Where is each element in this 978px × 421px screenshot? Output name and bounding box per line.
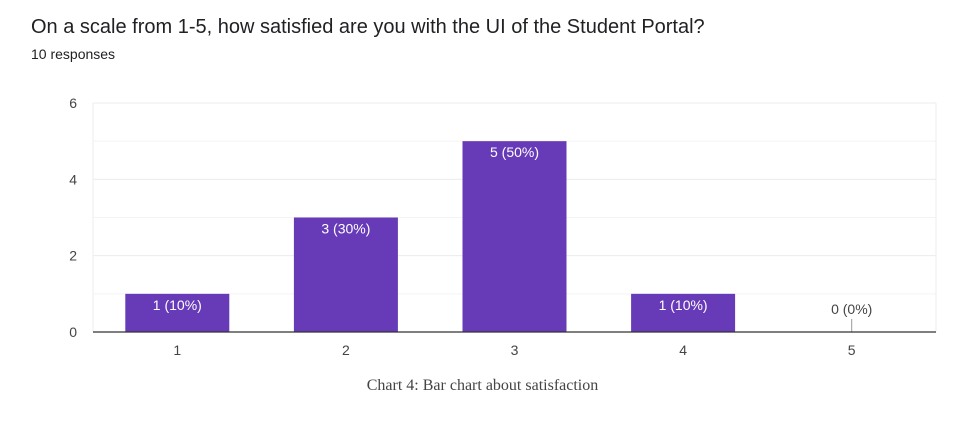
data-label: 1 (10%) (659, 297, 708, 313)
y-tick-label: 6 (69, 95, 77, 111)
bar-3 (462, 141, 567, 332)
bar-4 (631, 293, 736, 332)
bar-1 (125, 293, 230, 332)
x-tick-label: 3 (511, 342, 519, 358)
bar-2 (293, 217, 398, 332)
x-tick-label: 2 (342, 342, 350, 358)
chart-caption: Chart 4: Bar chart about satisfaction (366, 377, 599, 394)
response-count: 10 responses (31, 46, 116, 62)
y-tick-label: 0 (69, 324, 77, 340)
data-label: 3 (30%) (321, 221, 370, 237)
y-tick-label: 2 (69, 248, 77, 264)
x-tick-label: 5 (848, 342, 856, 358)
bar-chart: 0 2 4 6 1 (10%) 1 3 (30%) 2 5 (50%) 3 1 (10%) 4 0 (0… (69, 95, 937, 358)
x-tick-label: 4 (679, 342, 687, 358)
x-tick-label: 1 (173, 342, 181, 358)
data-label: 0 (0%) (831, 301, 872, 317)
data-label: 5 (50%) (490, 144, 539, 160)
question-title: On a scale from 1-5, how satisfied are y… (31, 16, 705, 38)
y-tick-label: 4 (69, 171, 77, 187)
data-label: 1 (10%) (153, 297, 202, 313)
